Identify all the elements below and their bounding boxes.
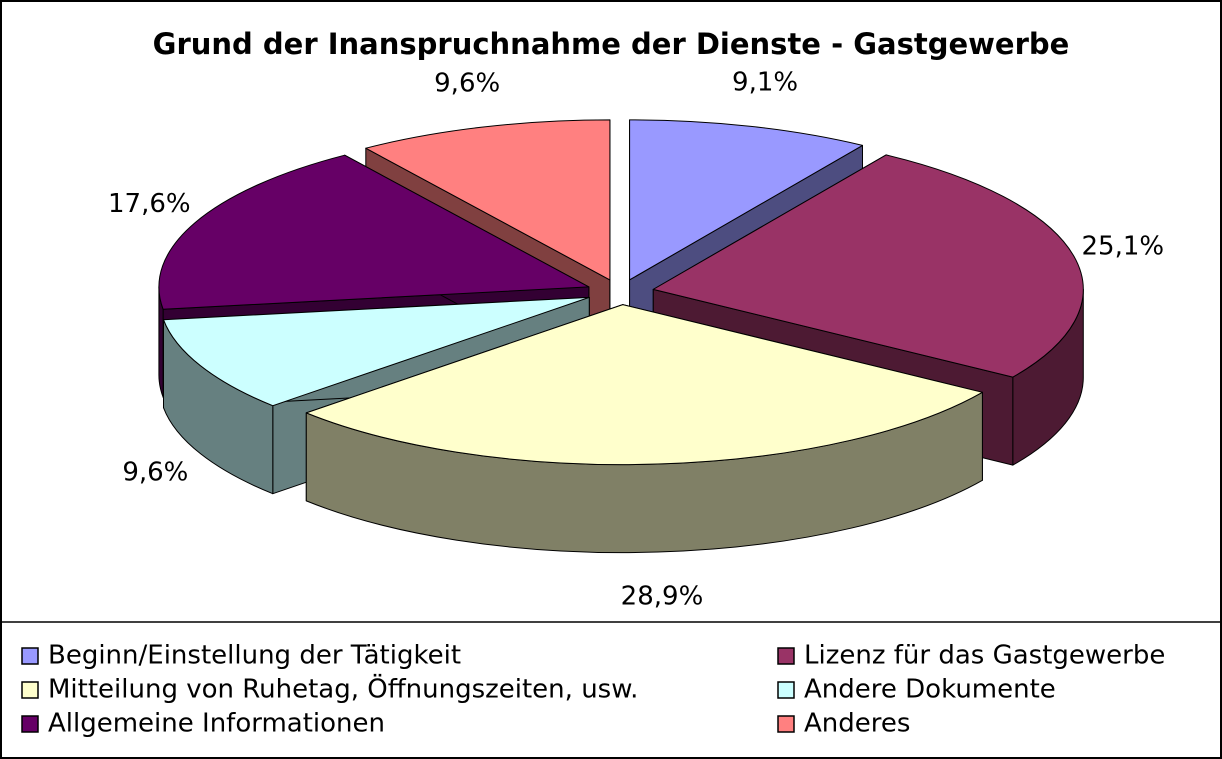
slice — [652, 154, 1084, 378]
legend-swatch — [21, 681, 39, 699]
slice — [305, 304, 983, 466]
slice — [158, 154, 590, 310]
slice — [629, 119, 863, 281]
data-label: 9,6% — [122, 458, 188, 488]
data-label: 9,6% — [434, 69, 500, 99]
slice — [163, 296, 590, 407]
legend-swatch — [777, 681, 795, 699]
legend-label: Mitteilung von Ruhetag, Öffnungszeiten, … — [48, 673, 638, 705]
legend-swatch — [777, 715, 795, 733]
legend-label: Lizenz für das Gastgewerbe — [804, 641, 1165, 671]
data-label: 28,9% — [621, 581, 704, 611]
chart-title: Grund der Inanspruchnahme der Dienste - … — [153, 27, 1070, 61]
legend-swatch — [21, 715, 39, 733]
legend-swatch — [777, 647, 795, 665]
legend-label: Anderes — [804, 709, 910, 739]
data-label: 17,6% — [108, 189, 191, 219]
legend-swatch — [21, 647, 39, 665]
data-label: 25,1% — [1081, 231, 1164, 261]
legend-label: Beginn/Einstellung der Tätigkeit — [48, 641, 461, 671]
data-label: 9,1% — [732, 68, 798, 98]
legend-label: Allgemeine Informationen — [48, 709, 385, 739]
legend-label: Andere Dokumente — [804, 675, 1056, 705]
slice — [365, 119, 611, 281]
